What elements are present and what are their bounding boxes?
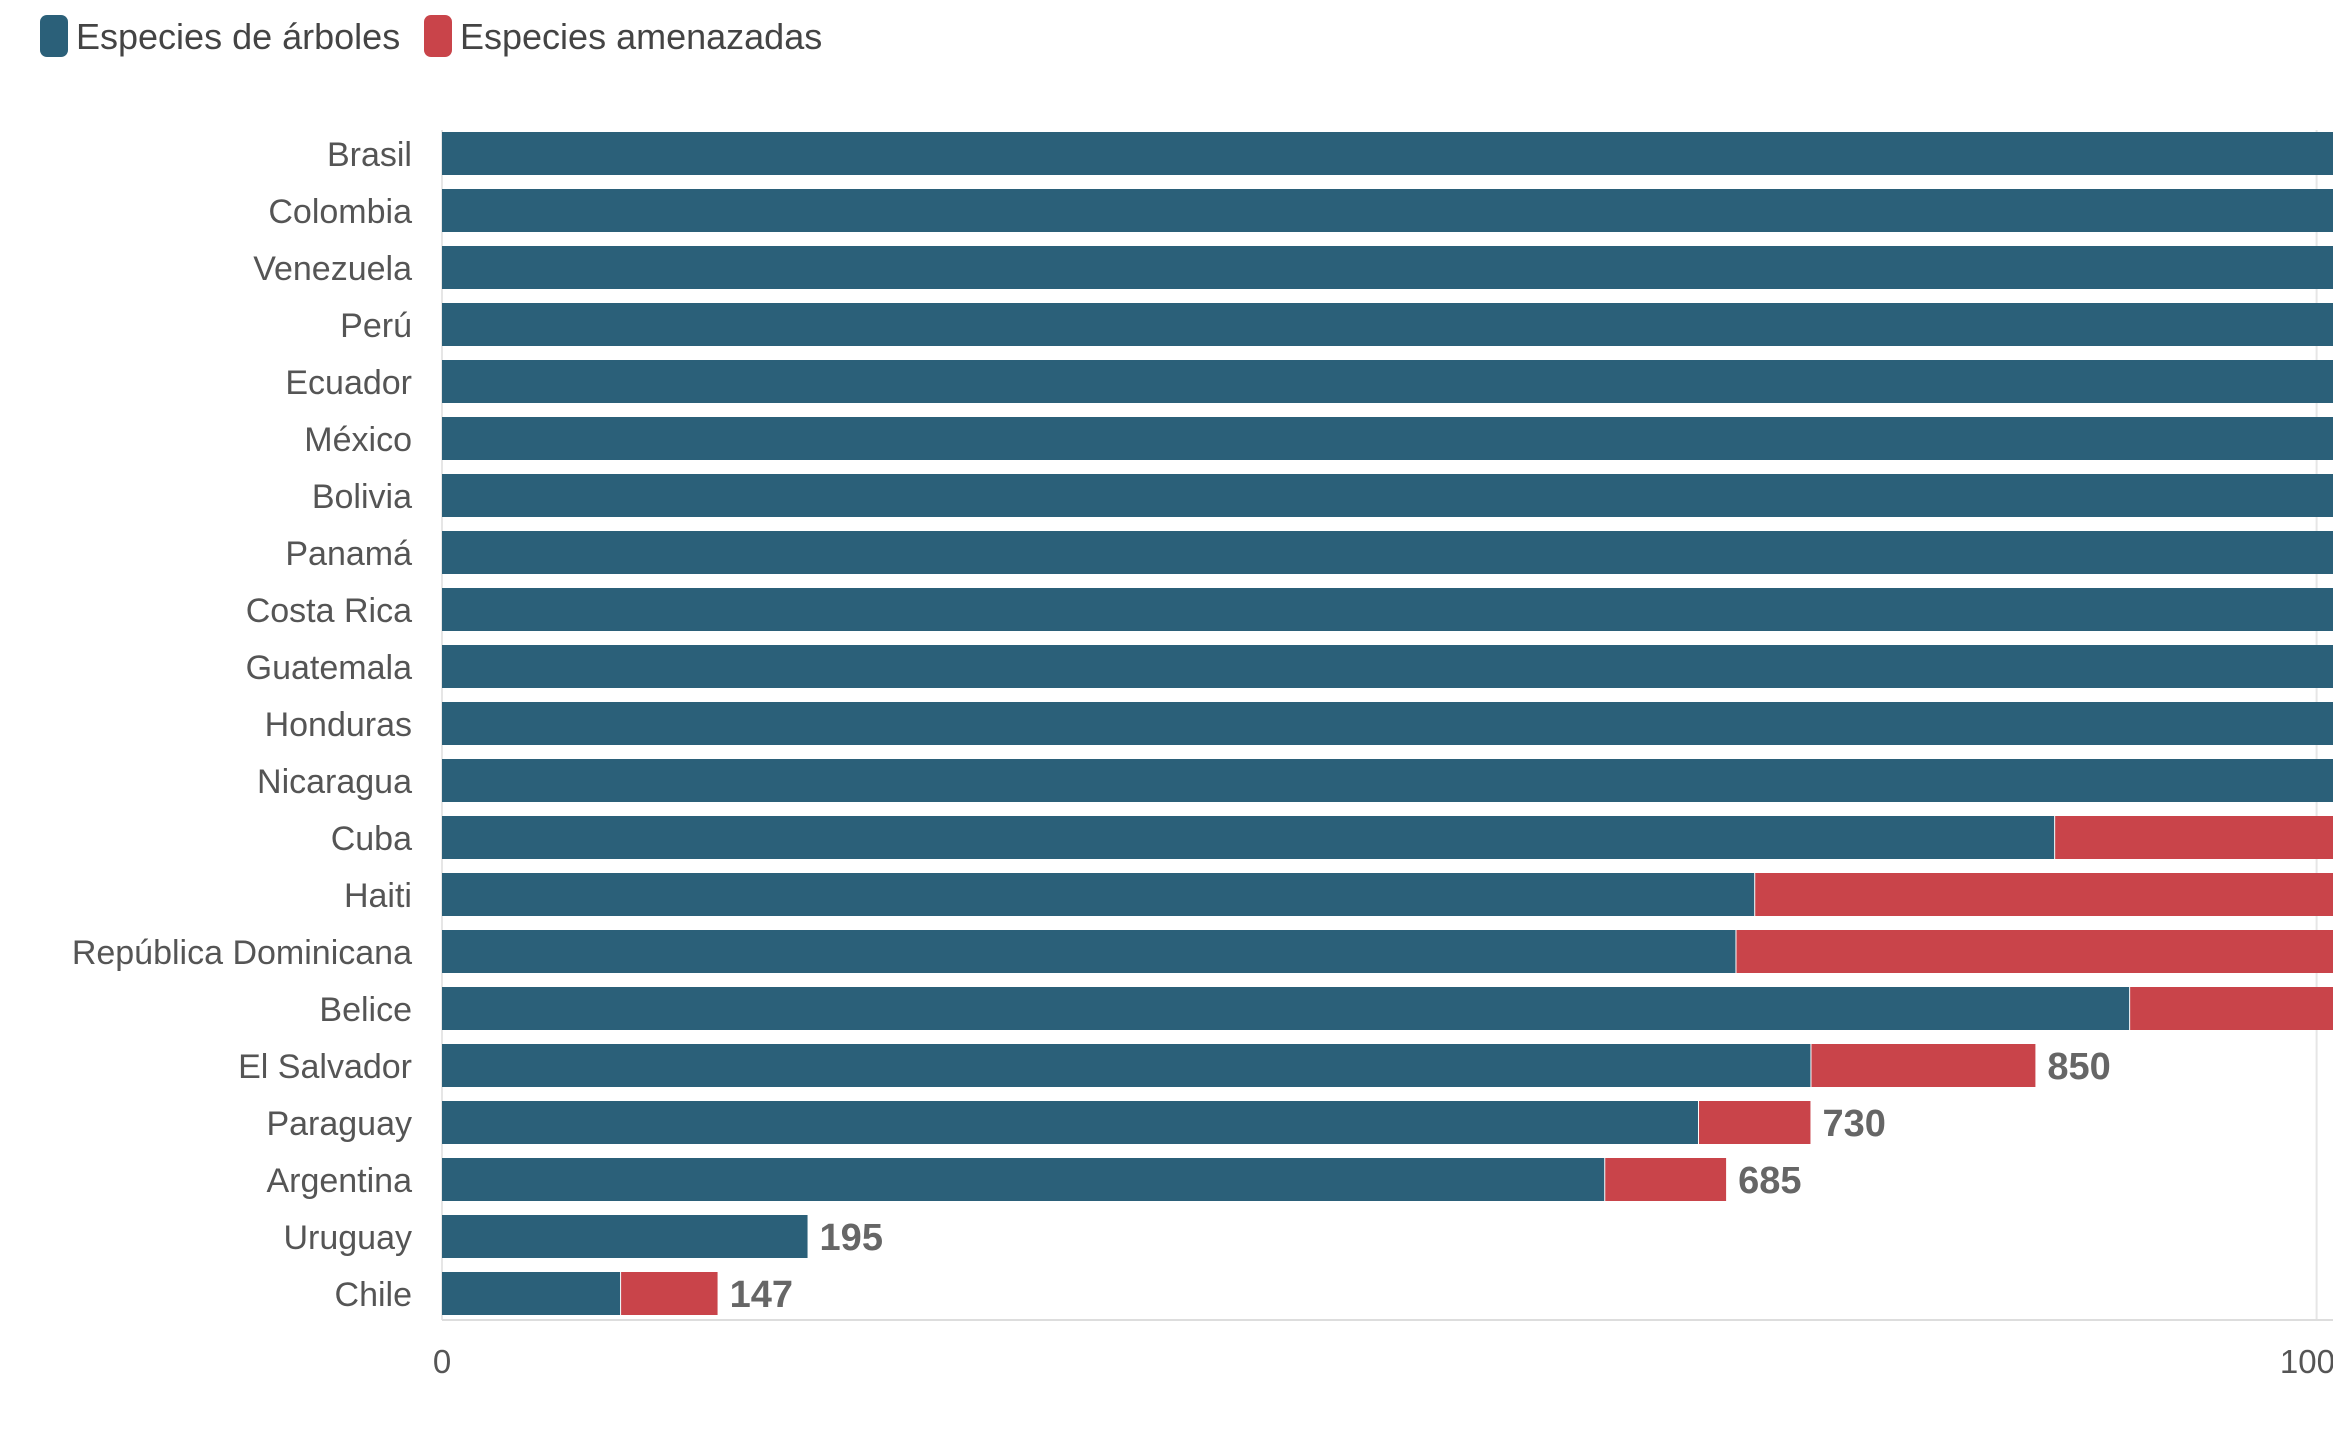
category-label-mexico: México — [304, 421, 412, 459]
bar-el-salvador-trees — [442, 1044, 1811, 1087]
category-label-republica-dominicana: República Dominicana — [72, 934, 412, 972]
bar-nicaragua-trees — [442, 759, 2333, 802]
category-label-brasil: Brasil — [327, 136, 412, 174]
category-label-colombia: Colombia — [268, 193, 412, 231]
category-label-paraguay: Paraguay — [266, 1105, 412, 1143]
bar-republica-dominicana-trees — [442, 930, 1736, 973]
legend: Especies de árboles Especies amenazadas — [40, 15, 822, 57]
bar-ecuador-trees — [442, 360, 2333, 403]
bar-guatemala-trees — [442, 645, 2333, 688]
total-label-chile: 147 — [730, 1274, 793, 1316]
legend-swatch-threatened — [424, 15, 452, 57]
category-label-argentina: Argentina — [266, 1162, 412, 1200]
bar-haiti-trees — [442, 873, 1755, 916]
category-label-haiti: Haiti — [344, 877, 412, 915]
bar-panama-trees — [442, 531, 2333, 574]
total-labels: 8847586848124501371135703029271726101850… — [730, 1046, 2111, 1316]
category-label-peru: Perú — [340, 307, 412, 345]
legend-label-trees: Especies de árboles — [76, 16, 400, 57]
bar-paraguay-trees — [442, 1101, 1698, 1144]
bars — [442, 132, 2333, 1315]
bar-republica-dominicana-threatened — [1736, 930, 2333, 973]
bar-brasil-trees — [442, 132, 2333, 175]
bar-chile-threatened — [621, 1272, 718, 1315]
bar-cuba-trees — [442, 816, 2055, 859]
bar-haiti-threatened — [1755, 873, 2333, 916]
bar-costa-rica-trees — [442, 588, 2333, 631]
category-label-cuba: Cuba — [331, 820, 412, 858]
bar-chile-trees — [442, 1272, 621, 1315]
legend-swatch-trees — [40, 15, 68, 57]
category-label-el-salvador: El Salvador — [238, 1048, 412, 1086]
category-label-bolivia: Bolivia — [312, 478, 412, 516]
category-label-honduras: Honduras — [265, 706, 412, 744]
bar-belice-threatened — [2130, 987, 2333, 1030]
bar-venezuela-trees — [442, 246, 2333, 289]
category-label-chile: Chile — [335, 1276, 412, 1314]
bar-bolivia-trees — [442, 474, 2333, 517]
bar-paraguay-threatened — [1698, 1101, 1811, 1144]
x-axis-ticks: 0100020003000400050006000700080009000 — [433, 1343, 2333, 1380]
category-label-panama: Panamá — [285, 535, 412, 573]
bar-argentina-trees — [442, 1158, 1605, 1201]
total-label-el-salvador: 850 — [2047, 1046, 2110, 1088]
bar-el-salvador-threatened — [1811, 1044, 2036, 1087]
category-label-nicaragua: Nicaragua — [257, 763, 412, 801]
bar-mexico-trees — [442, 417, 2333, 460]
category-label-costa-rica: Costa Rica — [246, 592, 412, 630]
category-label-venezuela: Venezuela — [253, 250, 412, 288]
category-label-guatemala: Guatemala — [246, 649, 412, 687]
x-tick-label-0: 0 — [433, 1343, 451, 1380]
legend-label-threatened: Especies amenazadas — [460, 16, 822, 57]
bar-belice-trees — [442, 987, 2130, 1030]
total-label-paraguay: 730 — [1822, 1103, 1885, 1145]
category-labels: Brasil Colombia Venezuela Perú Ecuador México… — [72, 136, 412, 1314]
bar-cuba-threatened — [2055, 816, 2333, 859]
bar-uruguay-trees — [442, 1215, 808, 1258]
x-tick-label-1000: 1000 — [2280, 1343, 2333, 1380]
category-label-ecuador: Ecuador — [285, 364, 412, 402]
bar-colombia-trees — [442, 189, 2333, 232]
bar-peru-trees — [442, 303, 2333, 346]
bar-honduras-trees — [442, 702, 2333, 745]
category-label-belice: Belice — [319, 991, 412, 1029]
bar-argentina-threatened — [1605, 1158, 1727, 1201]
total-label-argentina: 685 — [1738, 1160, 1801, 1202]
category-label-uruguay: Uruguay — [283, 1219, 412, 1257]
total-label-uruguay: 195 — [820, 1217, 883, 1259]
